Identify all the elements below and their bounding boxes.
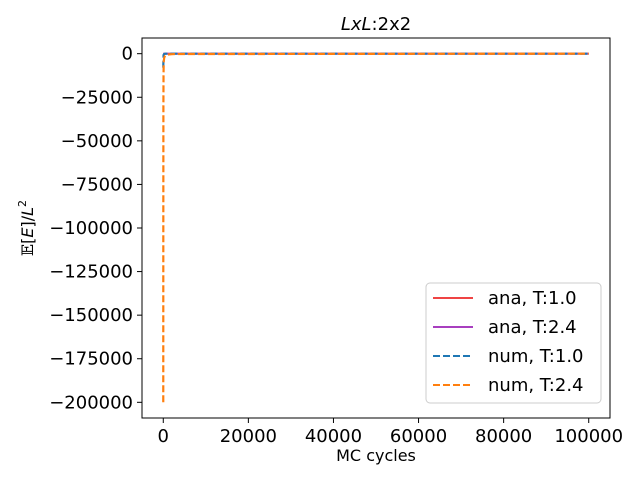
chart-title-math: LxL [341, 14, 372, 35]
y-axis-title-base: L [18, 207, 37, 216]
legend-label-0: ana, T:1.0 [488, 288, 577, 309]
series-line-3 [162, 52, 589, 403]
y-tick-label: −75000 [61, 174, 133, 195]
x-tick-label: 40000 [305, 426, 362, 447]
x-tick-label: 0 [158, 426, 169, 447]
y-tick-label: −25000 [61, 87, 133, 108]
legend-label-3: num, T:2.4 [488, 375, 584, 396]
x-tick-label: 80000 [475, 426, 532, 447]
y-tick-label: −175000 [49, 349, 133, 370]
x-tick-label: 100000 [554, 426, 623, 447]
y-axis-title-exp: 2 [16, 200, 29, 207]
x-tick-label: 60000 [390, 426, 447, 447]
y-tick-label: −50000 [61, 131, 133, 152]
chart-title-rest: :2x2 [372, 14, 412, 35]
y-tick-label: −150000 [49, 305, 133, 326]
y-tick-label: −200000 [49, 392, 133, 413]
y-axis-title-bracket-open: [ [18, 238, 37, 244]
y-tick-label: −100000 [49, 218, 133, 239]
legend-label-2: num, T:1.0 [488, 346, 584, 367]
y-tick-label: −125000 [49, 262, 133, 283]
legend-label-1: ana, T:2.4 [488, 317, 577, 338]
y-axis-title: 𝔼[E]/L2 [16, 200, 37, 256]
chart-title: LxL:2x2 [341, 14, 411, 35]
legend-box [425, 282, 602, 404]
x-axis-title: MC cycles [336, 446, 416, 465]
y-axis-title-var: E [18, 227, 37, 238]
y-axis-title-bracket-close: ] [18, 221, 37, 227]
legend: ana, T:1.0 ana, T:2.4 num, T:1.0 num, T:2.4 [425, 282, 602, 404]
y-tick-label: 0 [122, 44, 133, 65]
y-axis-title-symbol: 𝔼 [18, 244, 37, 256]
series-line-2 [162, 52, 589, 68]
y-axis-title-slash: / [18, 215, 37, 221]
x-tick-label: 20000 [220, 426, 277, 447]
